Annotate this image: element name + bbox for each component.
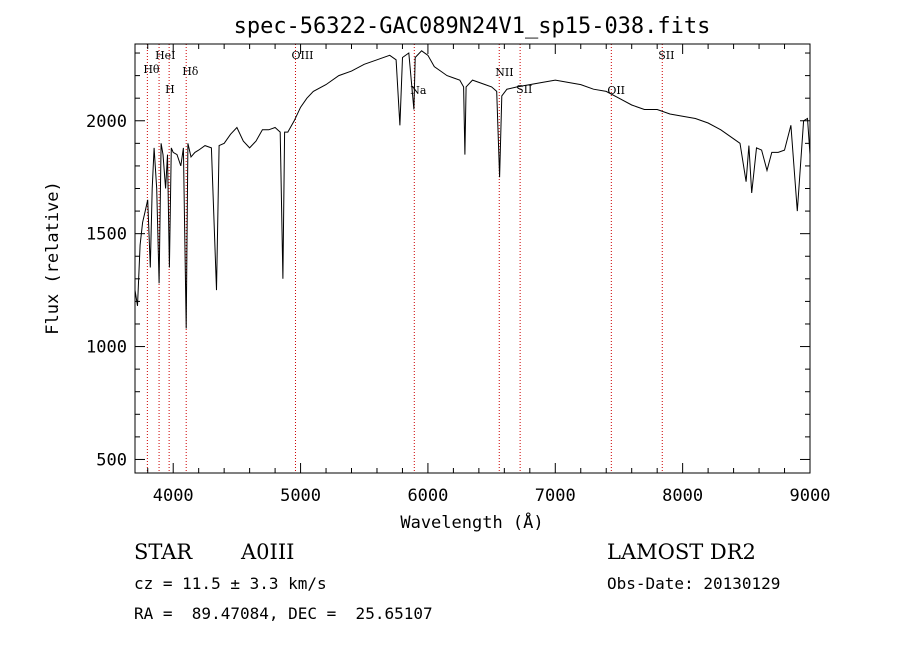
x-tick-label: 7000 <box>535 486 576 506</box>
line-marker-label: SII <box>658 49 674 62</box>
y-tick-label: 1000 <box>86 338 127 358</box>
line-marker-label: Hδ <box>182 65 199 78</box>
x-tick-label: 6000 <box>407 486 448 506</box>
line-marker-label: NII <box>495 66 513 79</box>
y-tick-label: 500 <box>96 450 127 470</box>
y-tick-label: 2000 <box>86 112 127 132</box>
object-class: STAR <box>134 540 193 564</box>
x-tick-label: 4000 <box>153 486 194 506</box>
object-subclass: A0III <box>241 540 295 564</box>
line-marker-label: Hθ <box>143 63 160 76</box>
x-tick-label: 5000 <box>280 486 321 506</box>
line-marker-label: H <box>165 83 175 96</box>
x-tick-label: 8000 <box>662 486 703 506</box>
x-tick-label: 9000 <box>790 486 831 506</box>
line-marker-label: OIII <box>291 49 313 62</box>
spectrum-line <box>134 50 811 329</box>
coordinates: RA = 89.47084, DEC = 25.65107 <box>134 604 433 623</box>
y-tick-label: 1500 <box>86 225 127 245</box>
plot-frame <box>134 43 811 474</box>
survey-name: LAMOST DR2 <box>607 540 756 564</box>
observation-date: Obs-Date: 20130129 <box>607 574 781 593</box>
line-marker-label: HeI <box>155 49 175 62</box>
redshift-cz: cz = 11.5 ± 3.3 km/s <box>134 574 327 593</box>
axis-ticks: 4000 5000 6000 7000 8000 9000 500 1000 1500 2000 <box>86 44 830 506</box>
x-axis-label: Wavelength (Å) <box>400 511 543 533</box>
line-marker-label: OII <box>607 84 625 97</box>
chart-title: spec-56322-GAC089N24V1_sp15-038.fits <box>234 14 711 39</box>
y-axis-label: Flux (relative) <box>43 181 63 335</box>
